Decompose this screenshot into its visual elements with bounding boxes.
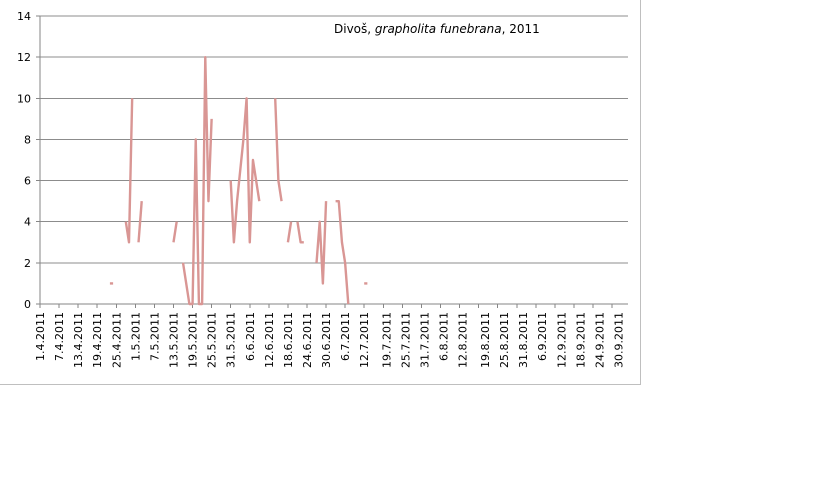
chart-frame: 0 2 4 6 8 10 12 14 1.4.2011 7.4.2011 13.4.2011 19.… (0, 0, 641, 385)
x-tick-label: 18.6.2011 (282, 312, 295, 368)
x-tick-label: 19.4.2011 (91, 312, 104, 368)
y-tick-label: 2 (24, 257, 31, 270)
x-axis-ticks: 1.4.2011 7.4.2011 13.4.2011 19.4.2011 25.4.2… (34, 304, 625, 368)
x-tick-label: 12.7.2011 (358, 312, 371, 368)
y-axis-ticks: 0 2 4 6 8 10 12 14 (17, 10, 40, 311)
x-tick-label: 19.5.2011 (187, 312, 200, 368)
chart-title: Divoš, grapholita funebrana, 2011 (334, 22, 540, 36)
x-tick-label: 13.4.2011 (72, 312, 85, 368)
x-tick-label: 25.8.2011 (498, 312, 511, 368)
series-line-segment (124, 98, 134, 244)
x-tick-label: 1.4.2011 (34, 312, 47, 361)
series-line-segment (172, 221, 178, 243)
gridlines (39, 15, 628, 305)
x-tick-label: 12.8.2011 (457, 312, 470, 368)
x-tick-label: 6.8.2011 (438, 312, 451, 361)
x-tick-label: 31.7.2011 (419, 312, 432, 368)
x-tick-label: 30.9.2011 (612, 312, 625, 368)
series-line-segment (137, 201, 143, 243)
y-tick-label: 6 (24, 175, 31, 188)
x-tick-label: 13.5.2011 (167, 312, 180, 368)
x-tick-label: 25.7.2011 (400, 312, 413, 368)
x-tick-label: 24.9.2011 (593, 312, 606, 368)
x-tick-label: 19.7.2011 (380, 312, 393, 368)
x-tick-label: 12.9.2011 (555, 312, 568, 368)
x-tick-label: 6.7.2011 (339, 312, 352, 361)
series-line-segment (286, 221, 293, 243)
plot-area (109, 55, 368, 306)
series-line-segment (181, 55, 213, 306)
x-tick-label: 31.5.2011 (225, 312, 238, 368)
x-tick-label: 25.4.2011 (110, 312, 123, 368)
x-tick-label: 30.6.2011 (320, 312, 333, 368)
y-tick-label: 0 (24, 298, 31, 311)
x-tick-label: 7.5.2011 (148, 312, 161, 361)
x-tick-label: 18.9.2011 (574, 312, 587, 368)
x-tick-label: 24.6.2011 (301, 312, 314, 368)
x-tick-label: 31.8.2011 (517, 312, 530, 368)
y-tick-label: 4 (24, 216, 31, 229)
x-tick-label: 1.5.2011 (129, 312, 142, 361)
x-tick-label: 6.9.2011 (536, 312, 549, 361)
series-line-segment (229, 97, 261, 244)
series-line-segment (335, 199, 350, 305)
x-tick-label: 7.4.2011 (53, 312, 66, 361)
series-line-segment (296, 221, 304, 244)
line-chart: 0 2 4 6 8 10 12 14 1.4.2011 7.4.2011 13.4.2011 19.… (17, 10, 628, 368)
x-tick-label: 12.6.2011 (263, 312, 276, 368)
y-tick-label: 10 (17, 92, 31, 105)
y-tick-label: 8 (24, 133, 31, 146)
y-tick-label: 12 (17, 51, 31, 64)
x-tick-label: 6.6.2011 (244, 312, 257, 361)
x-tick-label: 25.5.2011 (206, 312, 219, 368)
series-line-segment (274, 98, 283, 202)
series-line-segment (315, 201, 328, 285)
y-tick-label: 14 (17, 10, 31, 23)
x-tick-label: 19.8.2011 (479, 312, 492, 368)
